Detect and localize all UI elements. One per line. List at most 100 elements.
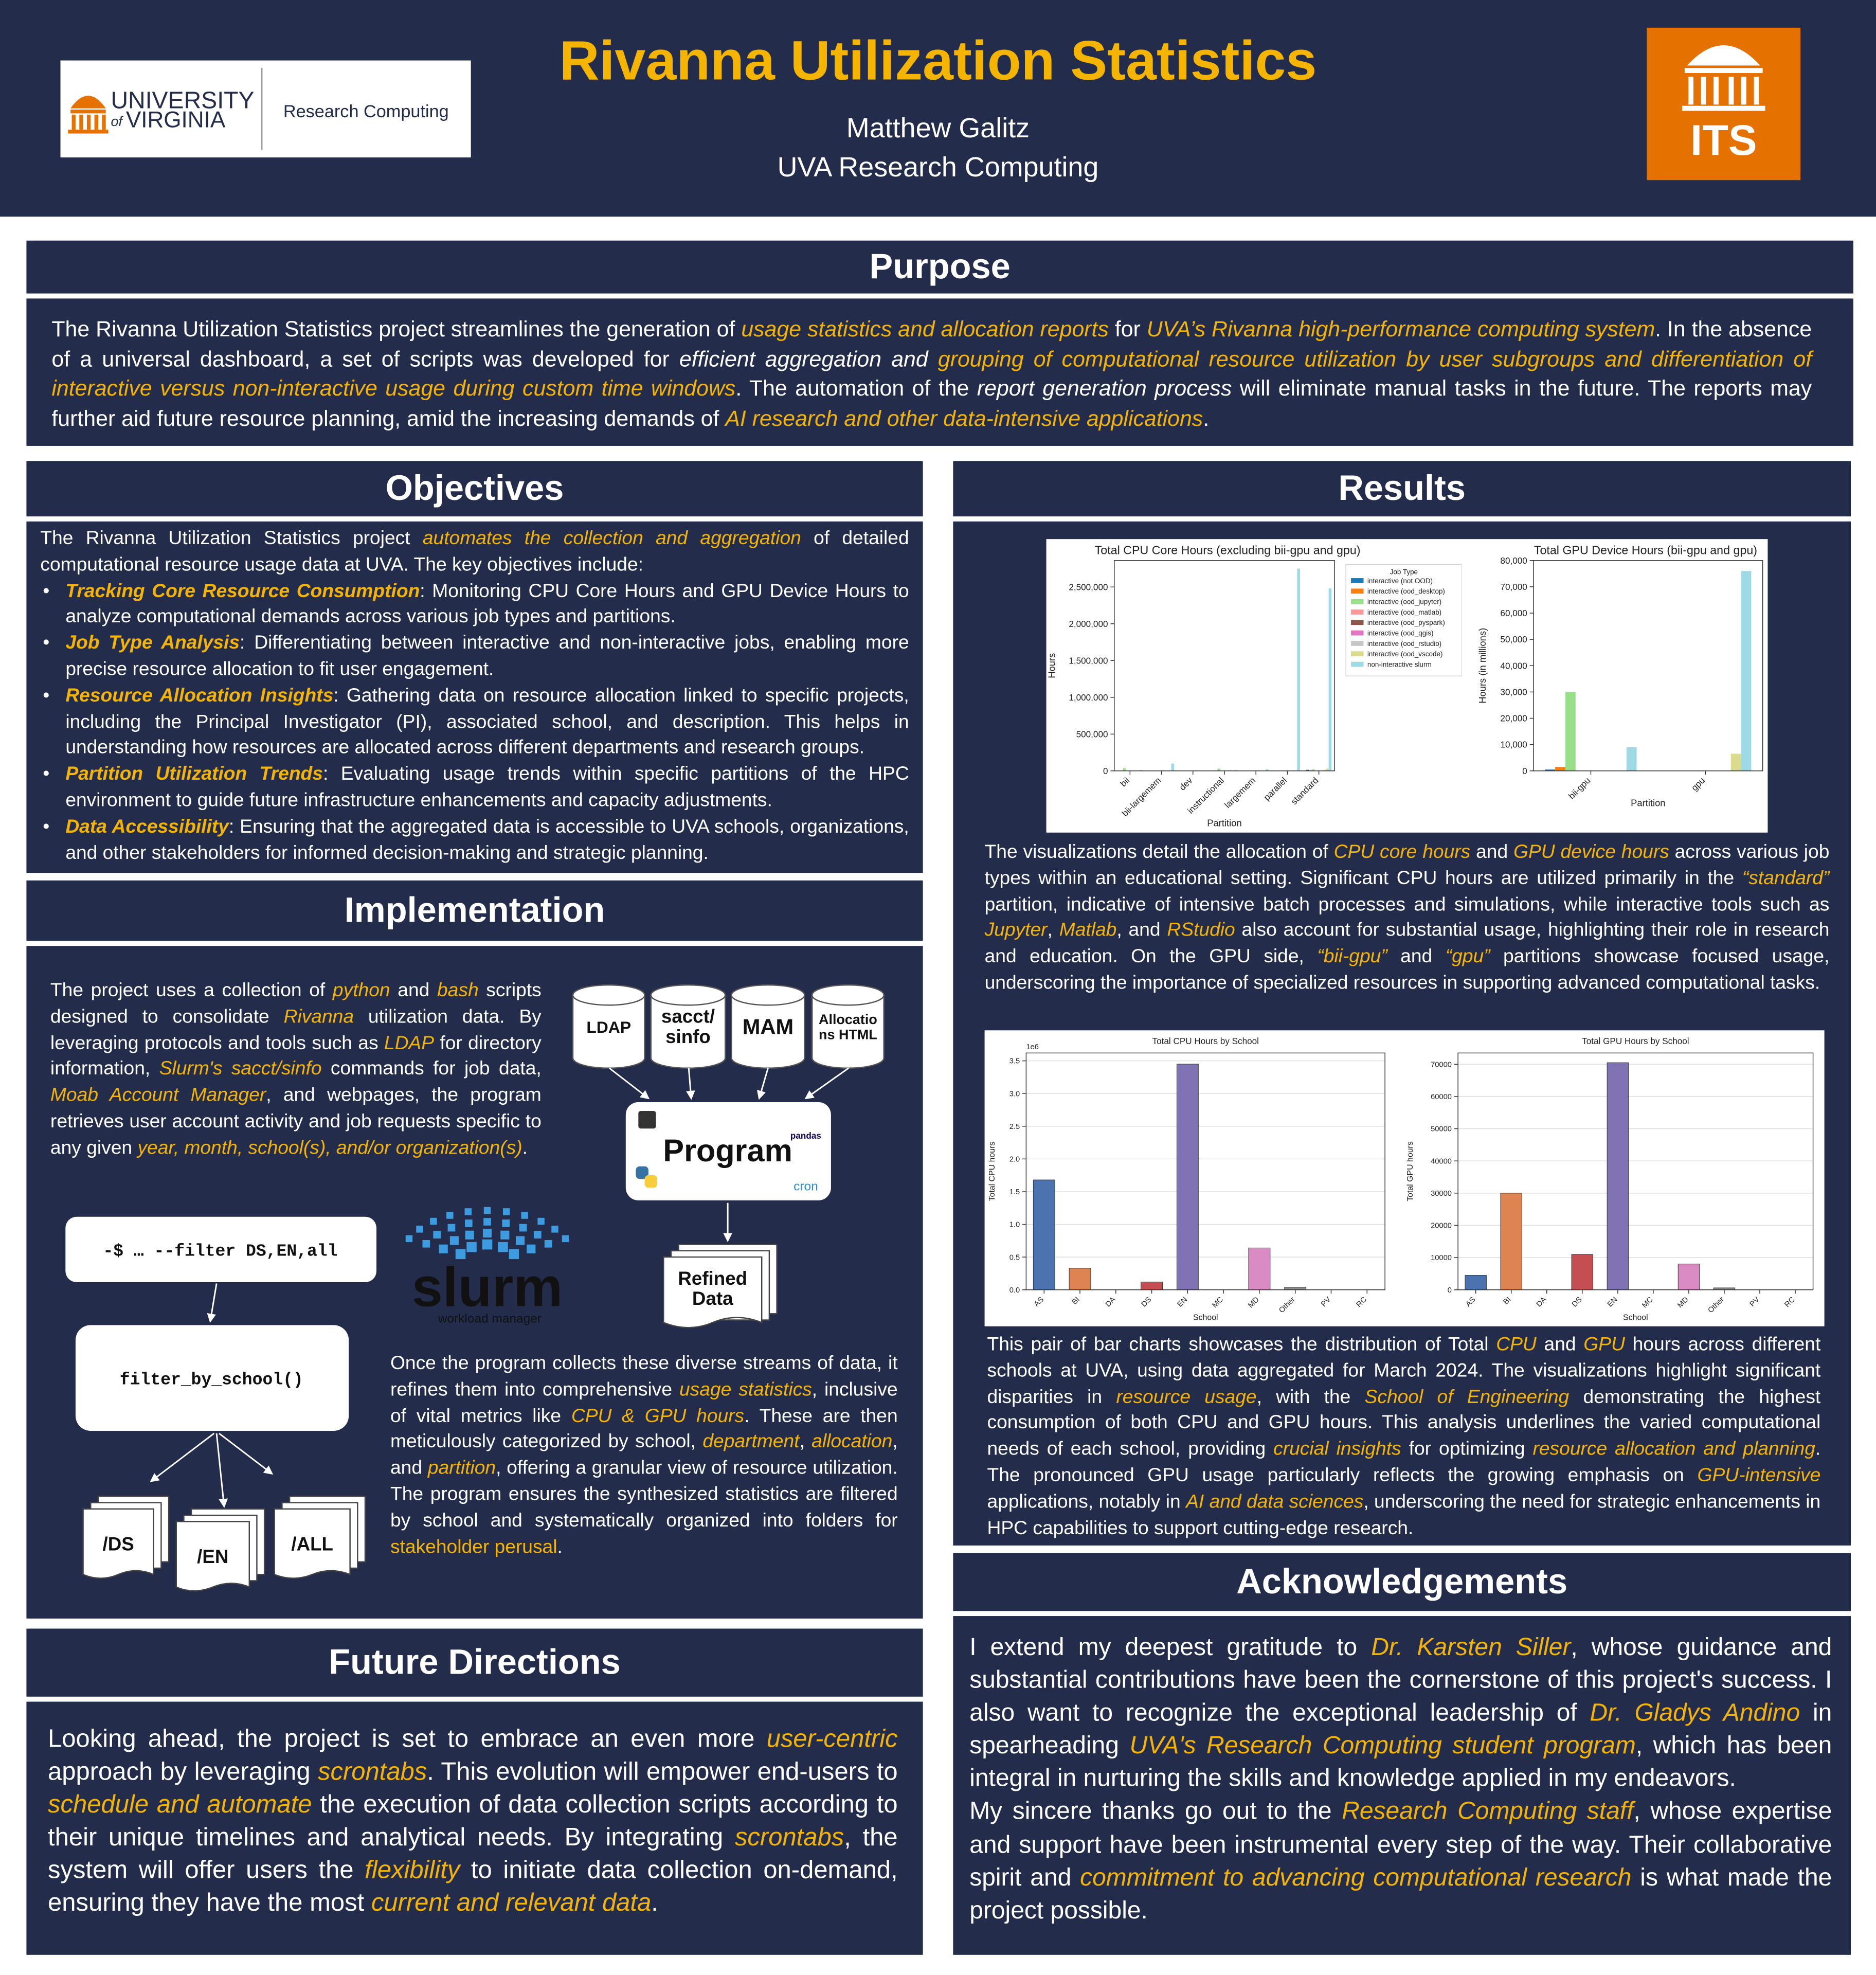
text-run: python bbox=[332, 980, 390, 1001]
bar bbox=[1248, 1247, 1271, 1290]
text-run: , with the bbox=[1256, 1386, 1365, 1408]
y-tick-label: 10,000 bbox=[1500, 740, 1527, 750]
logo-unit: Research Computing bbox=[283, 102, 449, 121]
rotunda-icon bbox=[68, 96, 109, 134]
text-run: . bbox=[522, 1137, 528, 1159]
bar bbox=[1297, 568, 1300, 771]
its-logo: ITS bbox=[1647, 27, 1801, 181]
text-run: Looking ahead, the project is set to emb… bbox=[48, 1726, 767, 1753]
text-run: GPU-intensive bbox=[1697, 1465, 1821, 1486]
text-run: scripts designed to consolidate bbox=[50, 980, 542, 1028]
x-tick-label: standard bbox=[1289, 775, 1320, 806]
text-run: UVA’s Rivanna high-performance computing… bbox=[1146, 316, 1655, 342]
y-tick-label: 50000 bbox=[1431, 1125, 1452, 1134]
results-text-1: The visualizations detail the allocation… bbox=[985, 840, 1830, 997]
arrow bbox=[219, 1432, 274, 1475]
y-tick-label: 1.5 bbox=[1009, 1188, 1020, 1196]
folder-stacks bbox=[82, 1496, 366, 1592]
chart-title: Total CPU Hours by School bbox=[1152, 1036, 1259, 1046]
slurm-dot bbox=[533, 1231, 542, 1239]
bar bbox=[1171, 763, 1175, 771]
bar bbox=[1284, 1287, 1307, 1290]
text-run: utilization data. By leveraging protocol… bbox=[50, 1006, 542, 1054]
folder-label: /DS bbox=[103, 1534, 134, 1555]
legend-swatch bbox=[1351, 578, 1364, 583]
bar bbox=[1176, 1064, 1199, 1290]
x-axis-label: Partition bbox=[1631, 797, 1665, 808]
x-tick-label: DA bbox=[1104, 1296, 1117, 1309]
y-tick-label: 1.0 bbox=[1009, 1221, 1020, 1229]
text-run: The Rivanna Utilization Statistics proje… bbox=[40, 528, 423, 549]
bar bbox=[1306, 769, 1309, 771]
tool-label: pandas bbox=[790, 1130, 821, 1141]
text-run: allocation bbox=[811, 1431, 893, 1453]
text-run: . This evolution will empower end-users … bbox=[427, 1758, 898, 1786]
text-run: resource allocation and planning bbox=[1532, 1439, 1815, 1460]
slurm-dot bbox=[537, 1217, 545, 1225]
bar bbox=[1326, 768, 1329, 771]
future-heading: Future Directions bbox=[26, 1628, 923, 1697]
bar bbox=[1677, 1264, 1700, 1290]
text-run: Jupyter bbox=[984, 920, 1048, 942]
text-run: usage statistics bbox=[679, 1379, 812, 1401]
y-tick-label: 60000 bbox=[1431, 1093, 1452, 1101]
affiliation: UVA Research Computing bbox=[777, 151, 1099, 183]
x-tick-label: MD bbox=[1247, 1296, 1260, 1309]
slurm-dot bbox=[483, 1218, 491, 1226]
legend-title: Job Type bbox=[1390, 568, 1418, 576]
text-run: “standard” bbox=[1742, 867, 1830, 889]
chart-title: Total GPU Hours by School bbox=[1582, 1036, 1689, 1046]
text-run: commands for job data, bbox=[321, 1058, 542, 1080]
program-box bbox=[625, 1102, 831, 1200]
text-run: and bbox=[1536, 1334, 1584, 1356]
text-run: GPU device hours bbox=[1513, 841, 1669, 863]
y-tick-label: 20,000 bbox=[1500, 713, 1527, 724]
arrow bbox=[150, 1432, 215, 1482]
results-text-2: This pair of bar charts showcases the di… bbox=[987, 1333, 1820, 1542]
slurm-dot bbox=[498, 1242, 508, 1252]
text-run: The Rivanna Utilization Statistics proje… bbox=[51, 316, 742, 342]
text-run: This pair of bar charts showcases the di… bbox=[987, 1334, 1496, 1356]
x-tick-label: MD bbox=[1676, 1296, 1690, 1309]
y-tick-label: 80,000 bbox=[1500, 555, 1527, 566]
future-panel: Looking ahead, the project is set to emb… bbox=[26, 1701, 923, 1955]
text-run: Dr. Karsten Siller bbox=[1371, 1633, 1571, 1662]
future-text: Looking ahead, the project is set to emb… bbox=[48, 1723, 898, 1919]
output-label: Refined Data bbox=[678, 1267, 748, 1310]
slurm-dot bbox=[502, 1219, 510, 1227]
text-run: AI research and other data-intensive app… bbox=[725, 405, 1203, 431]
text-run: stakeholder perusal bbox=[390, 1536, 557, 1558]
text-run: is what made the project possible. bbox=[969, 1863, 1832, 1925]
text-run: , and bbox=[390, 1431, 898, 1479]
bar bbox=[1312, 769, 1315, 771]
objective: Resource Allocation Insights: Gathering … bbox=[40, 684, 909, 762]
text-run: in spearheading bbox=[969, 1699, 1832, 1760]
y-axis-label: Hours (in millions) bbox=[1477, 628, 1488, 704]
slurm-dot bbox=[422, 1240, 430, 1248]
text-run: Moab Account Manager bbox=[50, 1085, 266, 1106]
y-axis-label: Total CPU hours bbox=[988, 1142, 997, 1201]
slurm-dot bbox=[502, 1208, 510, 1215]
objective: Tracking Core Resource Consumption: Moni… bbox=[40, 579, 909, 632]
slurm-dot bbox=[483, 1207, 491, 1214]
purpose-text: The Rivanna Utilization Statistics proje… bbox=[51, 315, 1812, 434]
bar bbox=[1555, 767, 1565, 771]
acknowledgements-panel: I extend my deepest gratitude to Dr. Kar… bbox=[953, 1616, 1851, 1955]
y-tick-label: 70000 bbox=[1431, 1061, 1452, 1069]
y-tick-label: 30,000 bbox=[1500, 687, 1527, 697]
cylinder-top bbox=[811, 984, 885, 1006]
slurm-dot bbox=[521, 1212, 528, 1219]
plot-frame bbox=[1114, 560, 1335, 771]
source-cylinders bbox=[572, 984, 885, 1069]
chart: Total CPU Core Hours (excluding bii-gpu … bbox=[1047, 544, 1462, 829]
acknowledgement-paragraph: My sincere thanks go out to the Research… bbox=[969, 1796, 1832, 1927]
legend-swatch bbox=[1351, 609, 1364, 615]
text-run: department bbox=[702, 1431, 800, 1453]
text-run: . In the absence of a universal dashboar… bbox=[51, 316, 1812, 371]
y-tick-label: 3.0 bbox=[1009, 1090, 1020, 1098]
x-tick-label: EN bbox=[1176, 1296, 1189, 1309]
bar bbox=[1607, 1062, 1629, 1290]
text-run: across various job types within an educa… bbox=[984, 841, 1830, 889]
implementation-text-1: The project uses a collection of python … bbox=[50, 979, 542, 1162]
